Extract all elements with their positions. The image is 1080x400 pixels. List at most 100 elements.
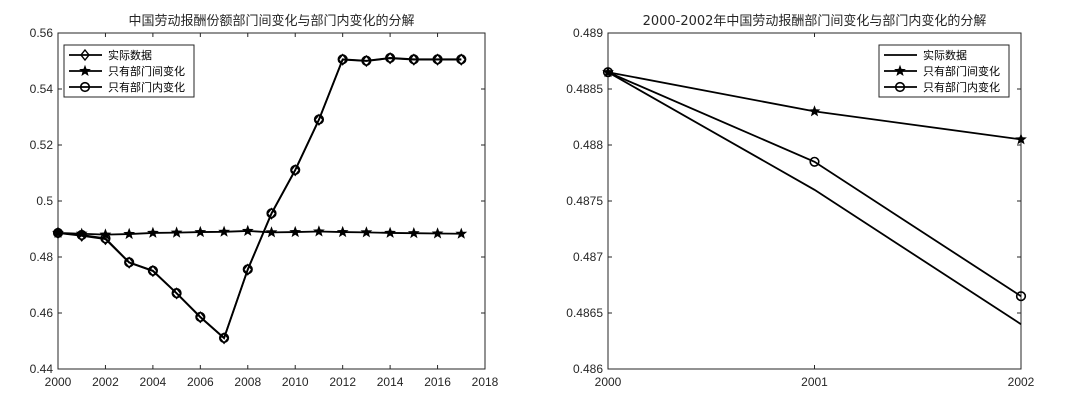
- data-point: [456, 54, 467, 65]
- data-point: [456, 53, 467, 66]
- data-point: [75, 227, 88, 239]
- y-tick-label: 0.487: [573, 250, 603, 264]
- data-point: [52, 227, 64, 239]
- legend-marker: [79, 81, 91, 93]
- data-point: [360, 226, 373, 238]
- data-point: [361, 55, 372, 66]
- y-tick-label: 0.5: [36, 194, 53, 208]
- data-point: [602, 66, 614, 78]
- y-tick-label: 0.489: [573, 26, 603, 40]
- data-point: [123, 227, 136, 240]
- chart-title: 中国劳动报酬份额部门间变化与部门内变化的分解: [128, 13, 414, 29]
- chart-2: 2000-2002年中国劳动报酬部门间变化与部门内变化的分解 2000 2001 20…: [566, 13, 1034, 389]
- y-tick-label: 0.56: [30, 26, 54, 40]
- data-point: [265, 226, 278, 238]
- data-point: [809, 156, 820, 167]
- legend-label: 实际数据: [108, 48, 152, 62]
- data-point: [314, 113, 324, 126]
- y-tick-label: 0.4875: [566, 194, 603, 208]
- data-point: [432, 53, 443, 66]
- x-tick-label: 2012: [329, 375, 356, 389]
- y-tick-label: 0.4865: [566, 306, 603, 320]
- legend-label: 只有部门内变化: [923, 80, 1000, 94]
- series-line: [607, 71, 1022, 297]
- data-point: [194, 225, 207, 238]
- legend-marker: [894, 64, 906, 76]
- data-point: [266, 207, 277, 220]
- legend-label: 只有部门间变化: [108, 64, 185, 78]
- y-tick-label: 0.54: [30, 82, 54, 96]
- series-2: [602, 66, 1027, 145]
- data-point: [808, 105, 821, 117]
- data-point: [242, 263, 253, 276]
- chart-title: 2000-2002年中国劳动报酬部门间变化与部门内变化的分解: [643, 13, 987, 29]
- x-tick-label: 2016: [424, 375, 451, 389]
- data-point: [1015, 133, 1027, 145]
- series-2: [52, 224, 468, 240]
- data-point: [384, 226, 396, 238]
- data-point: [431, 227, 444, 239]
- y-tick-label: 0.46: [30, 306, 54, 320]
- data-point: [336, 225, 349, 238]
- x-tick-label: 2014: [377, 375, 404, 389]
- x-tick-label: 2006: [187, 375, 214, 389]
- data-point: [408, 54, 419, 65]
- data-point: [218, 332, 230, 344]
- legend-label: 只有部门内变化: [108, 80, 185, 94]
- chart-1: 中国劳动报酬份额部门间变化与部门内变化的分解 2000 2002 2004 2006 20…: [30, 13, 499, 389]
- x-tick-label: 2002: [1008, 375, 1035, 389]
- legend-label: 实际数据: [923, 48, 967, 62]
- x-tick-label: 2008: [234, 375, 261, 389]
- data-point: [195, 311, 206, 324]
- data-point: [407, 227, 420, 239]
- legend-marker: [894, 81, 906, 93]
- data-point: [170, 226, 183, 238]
- x-tick-label: 2000: [45, 375, 72, 389]
- legend-marker: [80, 48, 90, 62]
- data-point: [171, 288, 182, 299]
- data-point: [337, 54, 348, 65]
- x-tick-label: 2018: [472, 375, 499, 389]
- data-point: [124, 257, 135, 268]
- y-tick-label: 0.486: [573, 362, 603, 376]
- data-point: [52, 226, 64, 238]
- data-point: [455, 227, 468, 239]
- data-point: [408, 53, 419, 66]
- data-point: [602, 67, 614, 78]
- series-line: [607, 71, 1022, 325]
- y-tick-label: 0.48: [30, 250, 54, 264]
- data-point: [218, 225, 230, 237]
- data-point: [361, 54, 372, 68]
- series-3: [602, 67, 1027, 302]
- data-point: [385, 52, 396, 64]
- data-point: [124, 256, 135, 269]
- series-line: [57, 230, 462, 236]
- data-point: [313, 225, 325, 237]
- data-point: [195, 311, 206, 323]
- series-3: [52, 52, 467, 344]
- data-point: [313, 114, 325, 125]
- data-point: [76, 229, 87, 241]
- x-tick-label: 2001: [801, 375, 828, 389]
- y-tick-label: 0.488: [573, 138, 603, 152]
- legend-label: 只有部门间变化: [923, 64, 1000, 78]
- data-point: [290, 164, 301, 177]
- y-tick-label: 0.4885: [566, 82, 603, 96]
- x-tick-label: 2002: [92, 375, 119, 389]
- data-point: [242, 264, 253, 275]
- series-1: [607, 71, 1022, 325]
- data-point: [385, 52, 396, 65]
- data-point: [147, 226, 159, 238]
- x-tick-label: 2000: [595, 375, 622, 389]
- data-point: [1015, 291, 1027, 302]
- data-point: [337, 53, 348, 66]
- data-point: [100, 233, 111, 244]
- y-tick-label: 0.52: [30, 138, 54, 152]
- data-point: [266, 208, 277, 219]
- data-point: [241, 224, 254, 236]
- data-point: [432, 54, 443, 65]
- legend-marker: [79, 64, 91, 76]
